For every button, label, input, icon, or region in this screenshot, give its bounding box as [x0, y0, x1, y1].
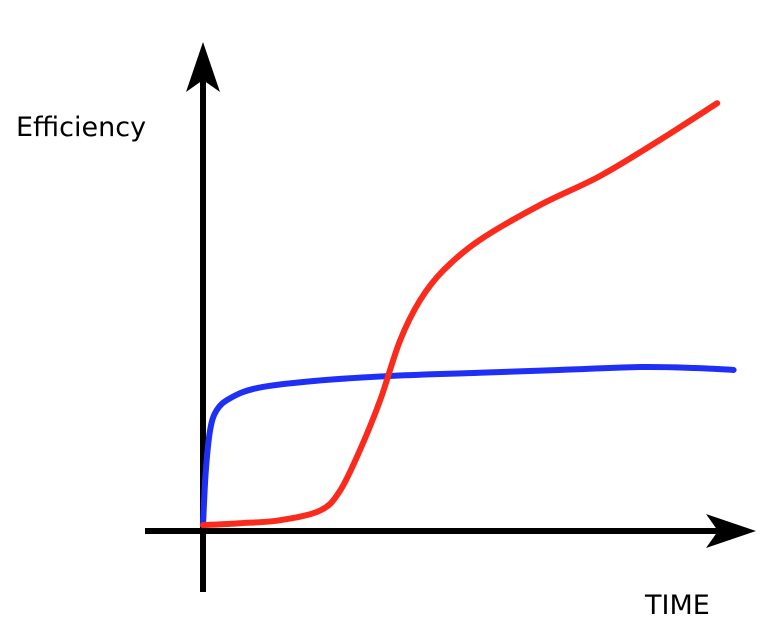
x-axis-label: TIME	[644, 590, 710, 621]
x-axis-arrow	[706, 514, 756, 548]
y-axis-label: Efficiency	[16, 112, 146, 143]
y-axis-arrow	[186, 42, 220, 92]
line	[200, 100, 721, 529]
line	[200, 363, 737, 529]
